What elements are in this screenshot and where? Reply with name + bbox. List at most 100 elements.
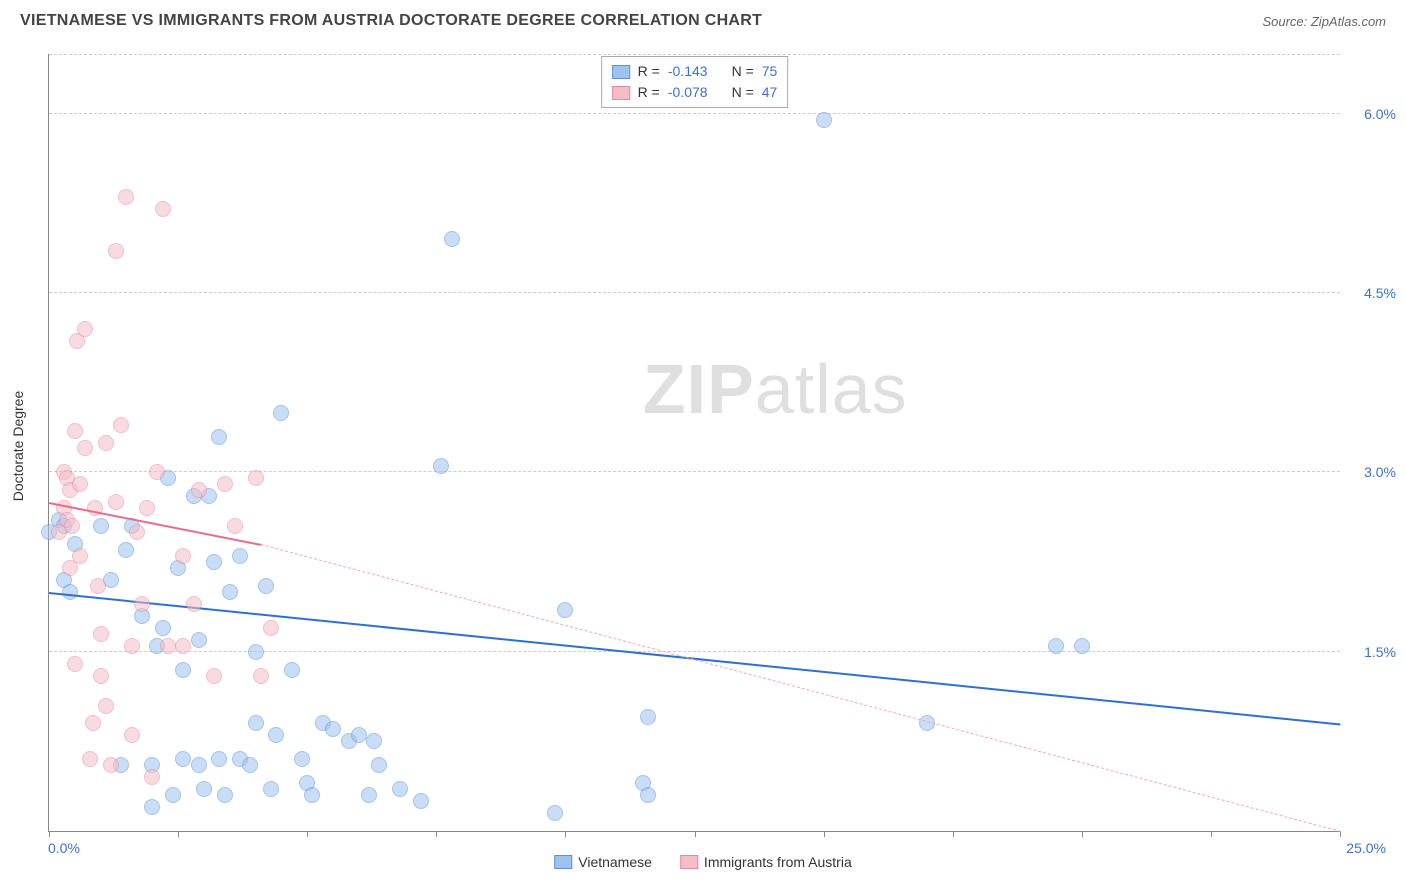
data-point (144, 769, 160, 785)
data-point (325, 721, 341, 737)
data-point (155, 201, 171, 217)
data-point (294, 751, 310, 767)
data-point (124, 727, 140, 743)
data-point (165, 787, 181, 803)
data-point (557, 602, 573, 618)
data-point (113, 417, 129, 433)
scatter-chart: ZIPatlas R = -0.143 N = 75 R = -0.078 N … (48, 54, 1340, 832)
data-point (268, 727, 284, 743)
data-point (93, 518, 109, 534)
gridline (49, 471, 1340, 472)
legend-item-austria: Immigrants from Austria (680, 854, 852, 870)
x-tick (824, 831, 825, 837)
data-point (98, 435, 114, 451)
gridline (49, 292, 1340, 293)
legend-row-austria: R = -0.078 N = 47 (612, 82, 778, 103)
x-tick (178, 831, 179, 837)
legend-row-vietnamese: R = -0.143 N = 75 (612, 61, 778, 82)
data-point (248, 644, 264, 660)
x-tick (565, 831, 566, 837)
data-point (160, 638, 176, 654)
legend-swatch-vietnamese (554, 855, 572, 869)
data-point (217, 476, 233, 492)
gridline (49, 113, 1340, 114)
data-point (206, 554, 222, 570)
data-point (62, 584, 78, 600)
data-point (248, 470, 264, 486)
data-point (227, 518, 243, 534)
data-point (640, 787, 656, 803)
legend-swatch-austria (680, 855, 698, 869)
data-point (175, 662, 191, 678)
data-point (144, 799, 160, 815)
data-point (444, 231, 460, 247)
data-point (134, 596, 150, 612)
swatch-vietnamese (612, 65, 630, 79)
data-point (149, 464, 165, 480)
y-tick-label: 6.0% (1364, 106, 1396, 122)
data-point (103, 757, 119, 773)
data-point (129, 524, 145, 540)
data-point (351, 727, 367, 743)
data-point (248, 715, 264, 731)
data-point (85, 715, 101, 731)
data-point (433, 458, 449, 474)
legend-label-vietnamese: Vietnamese (578, 854, 652, 870)
watermark-zip: ZIP (643, 350, 755, 428)
data-point (361, 787, 377, 803)
data-point (118, 542, 134, 558)
data-point (191, 482, 207, 498)
x-tick (307, 831, 308, 837)
watermark: ZIPatlas (643, 349, 908, 429)
x-tick (1211, 831, 1212, 837)
x-tick (436, 831, 437, 837)
data-point (82, 751, 98, 767)
y-axis-title: Doctorate Degree (10, 391, 26, 502)
r-value-0: -0.143 (668, 61, 708, 82)
y-tick-label: 1.5% (1364, 644, 1396, 660)
r-value-1: -0.078 (668, 82, 708, 103)
data-point (217, 787, 233, 803)
data-point (124, 638, 140, 654)
data-point (366, 733, 382, 749)
data-point (175, 638, 191, 654)
data-point (211, 429, 227, 445)
data-point (196, 781, 212, 797)
x-tick (695, 831, 696, 837)
data-point (186, 596, 202, 612)
trend-line (261, 544, 1341, 832)
data-point (392, 781, 408, 797)
n-value-0: 75 (762, 61, 778, 82)
x-axis-min-label: 0.0% (48, 840, 80, 856)
data-point (640, 709, 656, 725)
data-point (191, 632, 207, 648)
data-point (816, 112, 832, 128)
gridline (49, 54, 1340, 55)
data-point (72, 476, 88, 492)
data-point (175, 548, 191, 564)
data-point (67, 423, 83, 439)
legend-label-austria: Immigrants from Austria (704, 854, 852, 870)
data-point (1048, 638, 1064, 654)
data-point (175, 751, 191, 767)
chart-title: VIETNAMESE VS IMMIGRANTS FROM AUSTRIA DO… (20, 12, 762, 30)
data-point (242, 757, 258, 773)
correlation-legend: R = -0.143 N = 75 R = -0.078 N = 47 (601, 56, 789, 108)
x-tick (49, 831, 50, 837)
x-tick (953, 831, 954, 837)
x-tick (1082, 831, 1083, 837)
n-value-1: 47 (762, 82, 778, 103)
data-point (232, 548, 248, 564)
n-label: N = (732, 82, 754, 103)
data-point (371, 757, 387, 773)
data-point (108, 494, 124, 510)
data-point (93, 668, 109, 684)
data-point (98, 698, 114, 714)
data-point (222, 584, 238, 600)
data-point (304, 787, 320, 803)
x-tick (1340, 831, 1341, 837)
data-point (258, 578, 274, 594)
y-tick-label: 4.5% (1364, 285, 1396, 301)
x-axis-max-label: 25.0% (1346, 840, 1386, 856)
data-point (77, 321, 93, 337)
